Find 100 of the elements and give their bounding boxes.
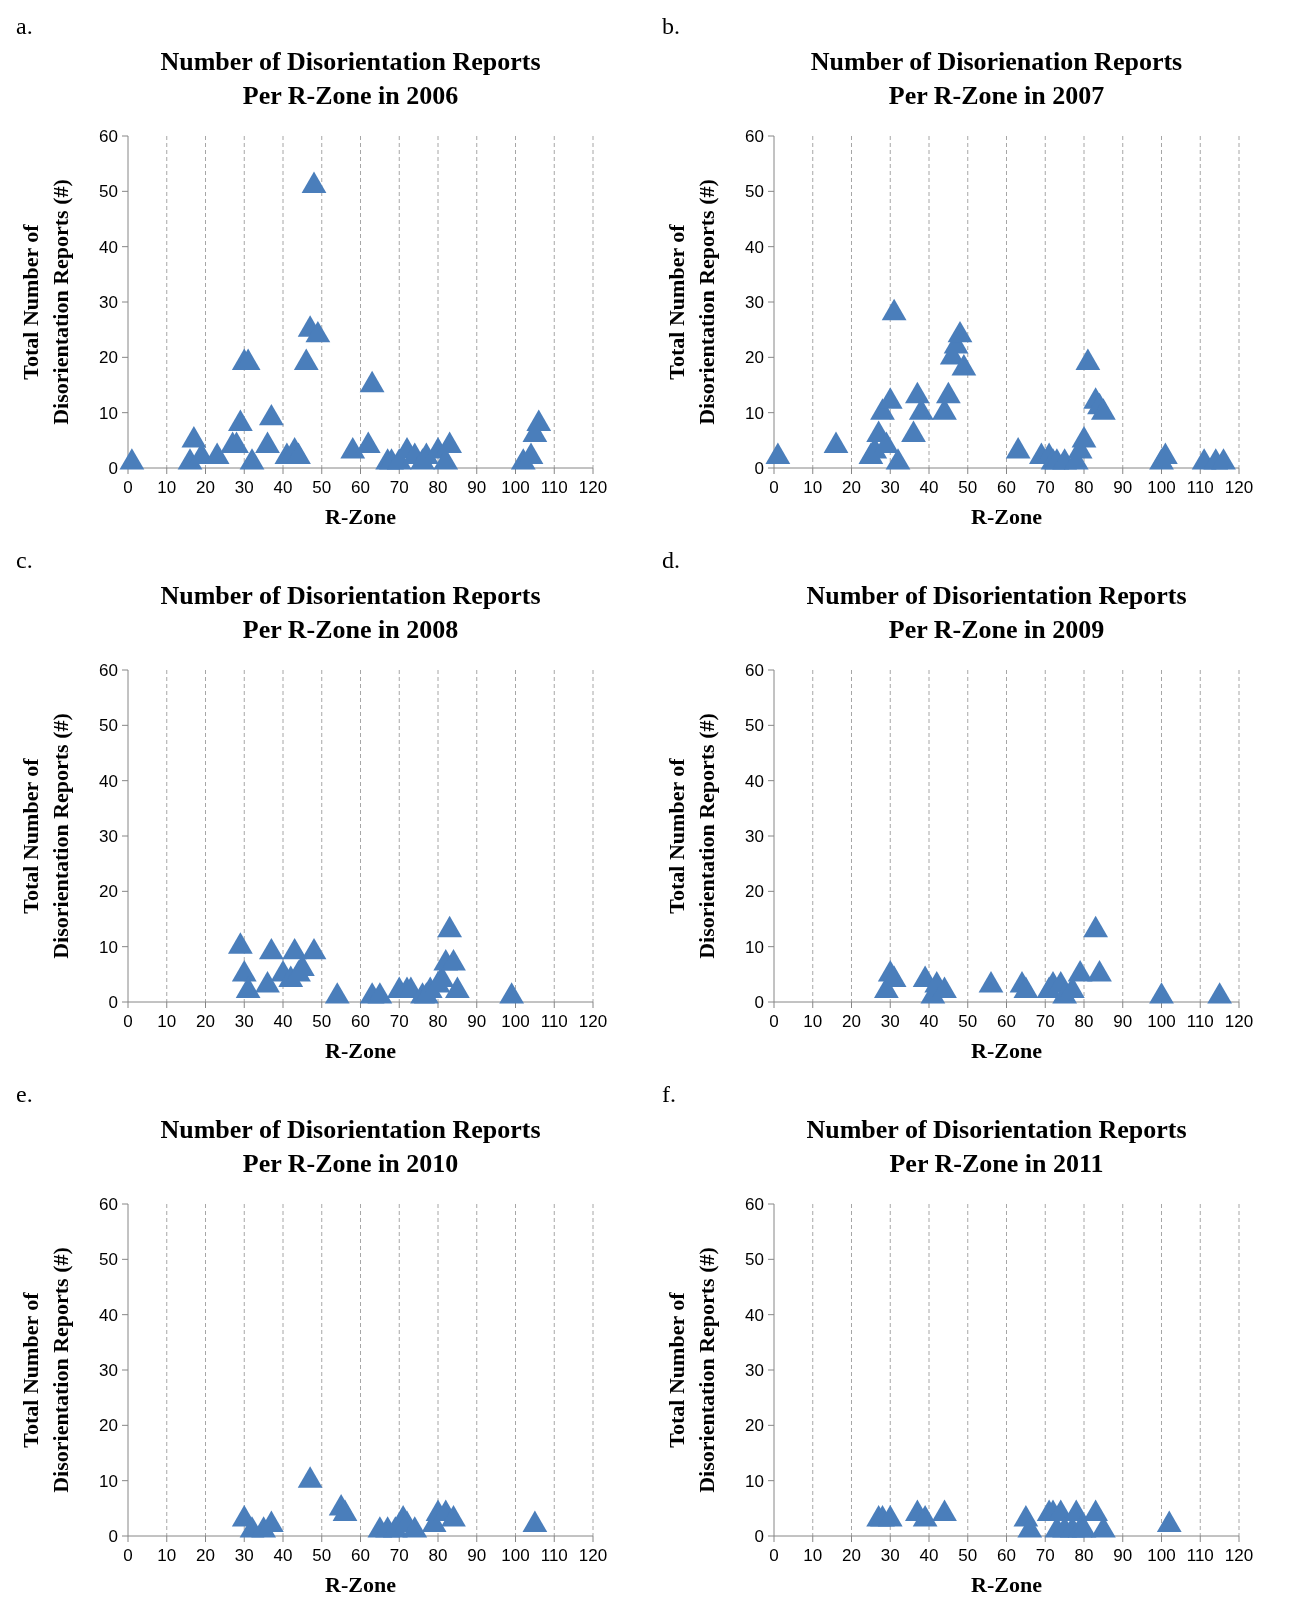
y-tick-label: 50 (745, 1250, 764, 1270)
x-tick-label: 0 (769, 1012, 779, 1031)
y-tick-label: 40 (745, 1305, 764, 1325)
x-tick-label: 80 (1074, 478, 1094, 497)
y-tick-label: 30 (99, 1360, 118, 1380)
x-axis-title: R-Zone (325, 1572, 397, 1597)
y-tick-label: 0 (108, 1526, 118, 1546)
y-tick-label: 50 (99, 182, 118, 202)
x-tick-label: 100 (1147, 1546, 1176, 1565)
text: b. (662, 13, 680, 39)
x-tick-label: 70 (1035, 478, 1055, 497)
x-tick-label: 100 (1147, 1012, 1176, 1031)
x-tick-label: 40 (273, 478, 293, 497)
x-tick-label: 30 (234, 478, 254, 497)
y-tick-label: 50 (99, 1250, 118, 1270)
x-tick-label: 70 (389, 478, 409, 497)
y-tick-label: 60 (99, 660, 118, 680)
x-tick-label: 20 (196, 1012, 215, 1031)
x-tick-label: 10 (157, 1546, 177, 1565)
x-tick-label: 20 (842, 478, 861, 497)
x-tick-label: 50 (958, 478, 978, 497)
y-tick-label: 60 (745, 1194, 764, 1214)
x-tick-label: 0 (769, 1546, 779, 1565)
x-tick-label: 110 (540, 478, 568, 497)
x-tick-label: 40 (273, 1546, 293, 1565)
y-tick-label: 20 (745, 882, 764, 902)
x-tick-label: 50 (958, 1012, 978, 1031)
x-tick-label: 30 (880, 478, 900, 497)
x-tick-label: 20 (196, 1546, 215, 1565)
x-axis-title: R-Zone (325, 504, 397, 529)
x-tick-label: 120 (1224, 1012, 1254, 1031)
y-tick-label: 0 (754, 1526, 764, 1546)
x-tick-label: 30 (234, 1546, 254, 1565)
y-axis-title: Total Number of Disorientation Reports (#) (664, 713, 719, 959)
x-tick-label: 60 (997, 1012, 1016, 1031)
x-tick-label: 60 (351, 1546, 370, 1565)
x-tick-label: 60 (997, 1546, 1016, 1565)
x-tick-label: 70 (1035, 1012, 1055, 1031)
y-tick-label: 10 (745, 403, 764, 423)
x-tick-label: 10 (157, 1012, 177, 1031)
x-tick-label: 80 (1074, 1012, 1094, 1031)
y-tick-label: 40 (99, 771, 118, 791)
y-tick-label: 40 (99, 1305, 118, 1325)
y-tick-label: 10 (745, 1471, 764, 1491)
x-tick-label: 100 (1147, 478, 1176, 497)
x-tick-label: 40 (919, 1546, 939, 1565)
y-tick-label: 20 (99, 348, 118, 368)
x-tick-label: 10 (157, 478, 177, 497)
y-tick-label: 60 (745, 126, 764, 146)
x-tick-label: 40 (919, 478, 939, 497)
y-axis-title: Total Number of Disorientation Reports (#) (18, 1247, 73, 1493)
x-tick-label: 90 (467, 1012, 487, 1031)
x-tick-label: 70 (389, 1012, 409, 1031)
y-tick-label: 50 (745, 716, 764, 736)
y-tick-label: 40 (745, 771, 764, 791)
x-tick-label: 30 (880, 1546, 900, 1565)
y-axis-title: Total Number of Disorientation Reports (#) (664, 1247, 719, 1493)
x-tick-label: 120 (578, 478, 608, 497)
y-tick-label: 20 (99, 882, 118, 902)
x-axis-title: R-Zone (971, 1572, 1043, 1597)
x-tick-label: 0 (123, 1012, 133, 1031)
x-tick-label: 80 (428, 1012, 448, 1031)
x-tick-label: 50 (312, 1012, 332, 1031)
y-tick-label: 50 (99, 716, 118, 736)
x-tick-label: 20 (196, 478, 215, 497)
x-tick-label: 120 (578, 1012, 608, 1031)
y-axis-title: Total Number of Disorientation Reports (#) (18, 179, 73, 425)
y-axis-title: Total Number of Disorientation Reports (#) (18, 713, 73, 959)
x-tick-label: 20 (842, 1012, 861, 1031)
chart-title: Number of Disorientation Reports Per R-Zone in 2009 (806, 581, 1187, 644)
x-tick-label: 60 (351, 478, 370, 497)
x-tick-label: 70 (1035, 1546, 1055, 1565)
x-tick-label: 60 (351, 1012, 370, 1031)
y-tick-label: 10 (745, 937, 764, 957)
x-tick-label: 90 (1113, 1012, 1133, 1031)
y-tick-label: 10 (99, 937, 118, 957)
y-tick-label: 0 (108, 992, 118, 1012)
y-tick-label: 30 (99, 292, 118, 312)
y-tick-label: 20 (99, 1416, 118, 1436)
x-tick-label: 110 (540, 1546, 568, 1565)
y-tick-label: 30 (745, 292, 764, 312)
x-tick-label: 120 (578, 1546, 608, 1565)
x-tick-label: 0 (769, 478, 779, 497)
text: c. (16, 547, 33, 573)
x-tick-label: 120 (1224, 478, 1254, 497)
x-tick-label: 10 (803, 1546, 823, 1565)
y-tick-label: 30 (745, 826, 764, 846)
x-tick-label: 30 (234, 1012, 254, 1031)
x-axis-title: R-Zone (971, 504, 1043, 529)
y-tick-label: 60 (745, 660, 764, 680)
x-tick-label: 90 (467, 478, 487, 497)
chart-title: Number of Disorientation Reports Per R-Zone in 2011 (806, 1115, 1187, 1178)
x-tick-label: 80 (1074, 1546, 1094, 1565)
x-tick-label: 110 (1186, 1012, 1214, 1031)
y-tick-label: 0 (108, 458, 118, 478)
x-tick-label: 90 (1113, 1546, 1133, 1565)
x-tick-label: 80 (428, 478, 448, 497)
x-tick-label: 10 (803, 478, 823, 497)
x-tick-label: 50 (312, 1546, 332, 1565)
x-tick-label: 110 (1186, 478, 1214, 497)
